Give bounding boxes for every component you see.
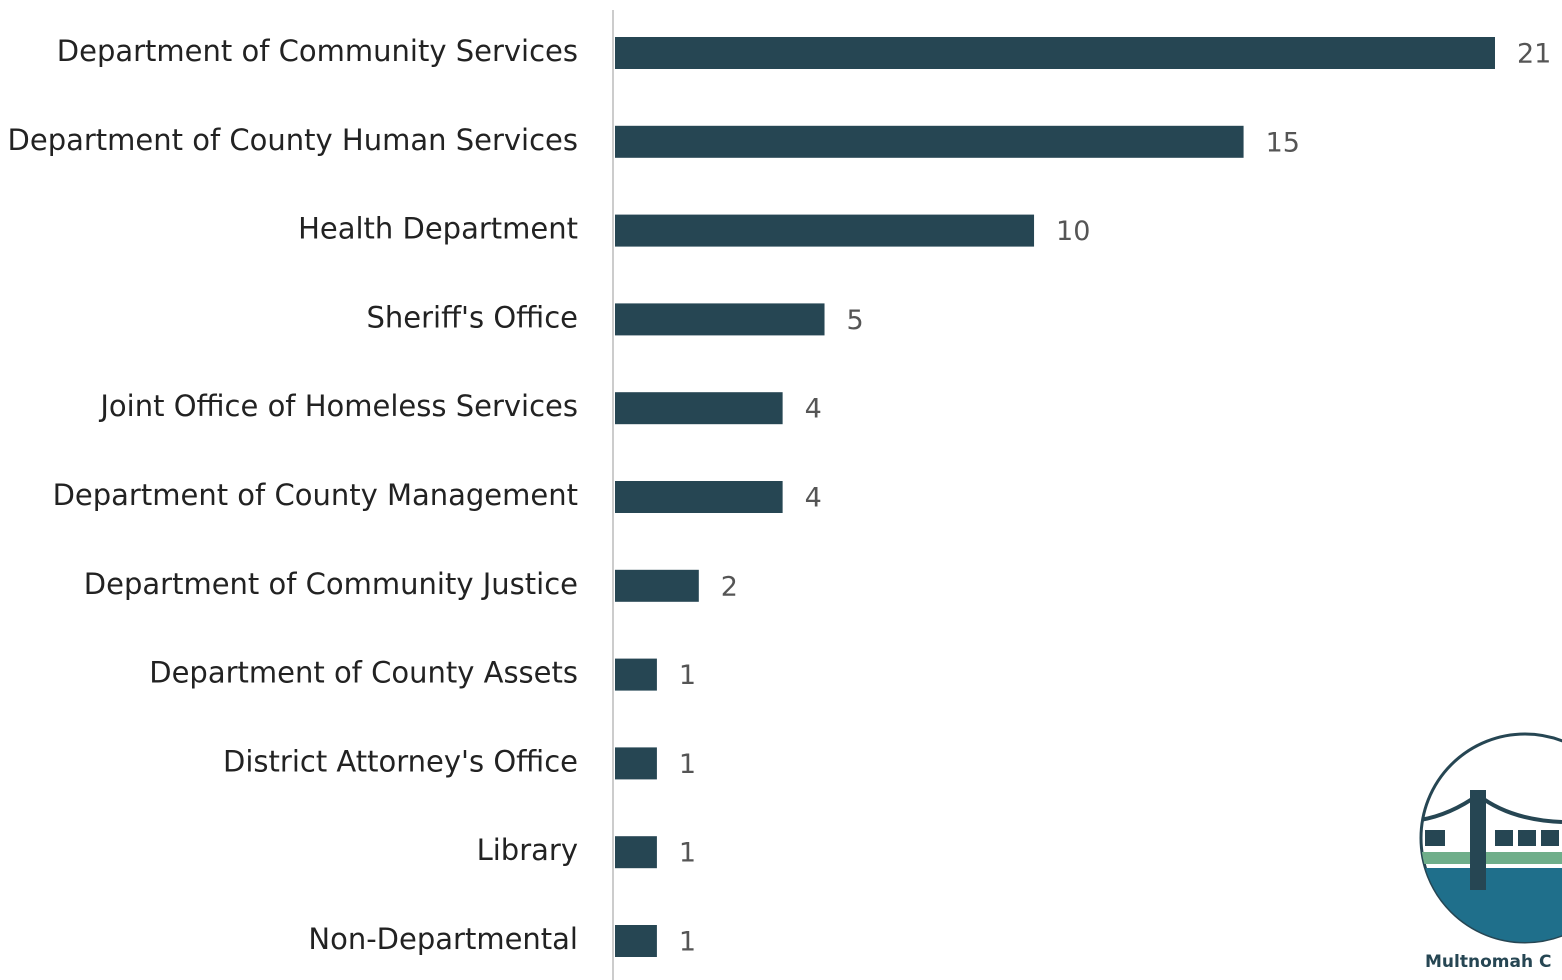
category-label: Joint Office of Homeless Services xyxy=(98,389,578,423)
value-label: 4 xyxy=(805,394,822,425)
category-label: Department of Community Services xyxy=(57,34,578,68)
value-label: 4 xyxy=(805,483,822,514)
category-label: Health Department xyxy=(298,212,578,246)
value-label: 5 xyxy=(847,305,864,336)
category-label: Department of County Assets xyxy=(149,656,578,690)
value-label: 1 xyxy=(679,927,696,958)
bar xyxy=(615,569,699,602)
category-label: Department of County Management xyxy=(53,478,578,512)
value-label: 21 xyxy=(1517,39,1551,70)
value-label: 1 xyxy=(679,660,696,691)
bar xyxy=(615,392,783,425)
bar xyxy=(615,481,783,513)
category-label: Non-Departmental xyxy=(308,922,578,956)
category-label: District Attorney's Office xyxy=(223,744,578,778)
bar xyxy=(615,925,657,957)
category-label: Department of County Human Services xyxy=(8,123,578,157)
category-label: Department of Community Justice xyxy=(84,567,578,601)
value-label: 2 xyxy=(721,571,738,602)
value-label: 1 xyxy=(679,749,696,780)
category-label: Sheriff's Office xyxy=(366,300,578,334)
bar xyxy=(615,658,657,691)
logo-text: Multnomah C xyxy=(1425,952,1551,972)
value-label: 10 xyxy=(1056,216,1090,247)
bar xyxy=(615,303,825,336)
bar xyxy=(615,125,1244,158)
bar xyxy=(615,836,657,869)
logo: Multnomah C xyxy=(1419,732,1562,972)
bar xyxy=(615,747,657,780)
category-label: Library xyxy=(477,833,578,867)
value-label: 15 xyxy=(1266,127,1300,158)
bar xyxy=(615,214,1035,247)
bar xyxy=(615,37,1495,69)
value-label: 1 xyxy=(679,838,696,869)
